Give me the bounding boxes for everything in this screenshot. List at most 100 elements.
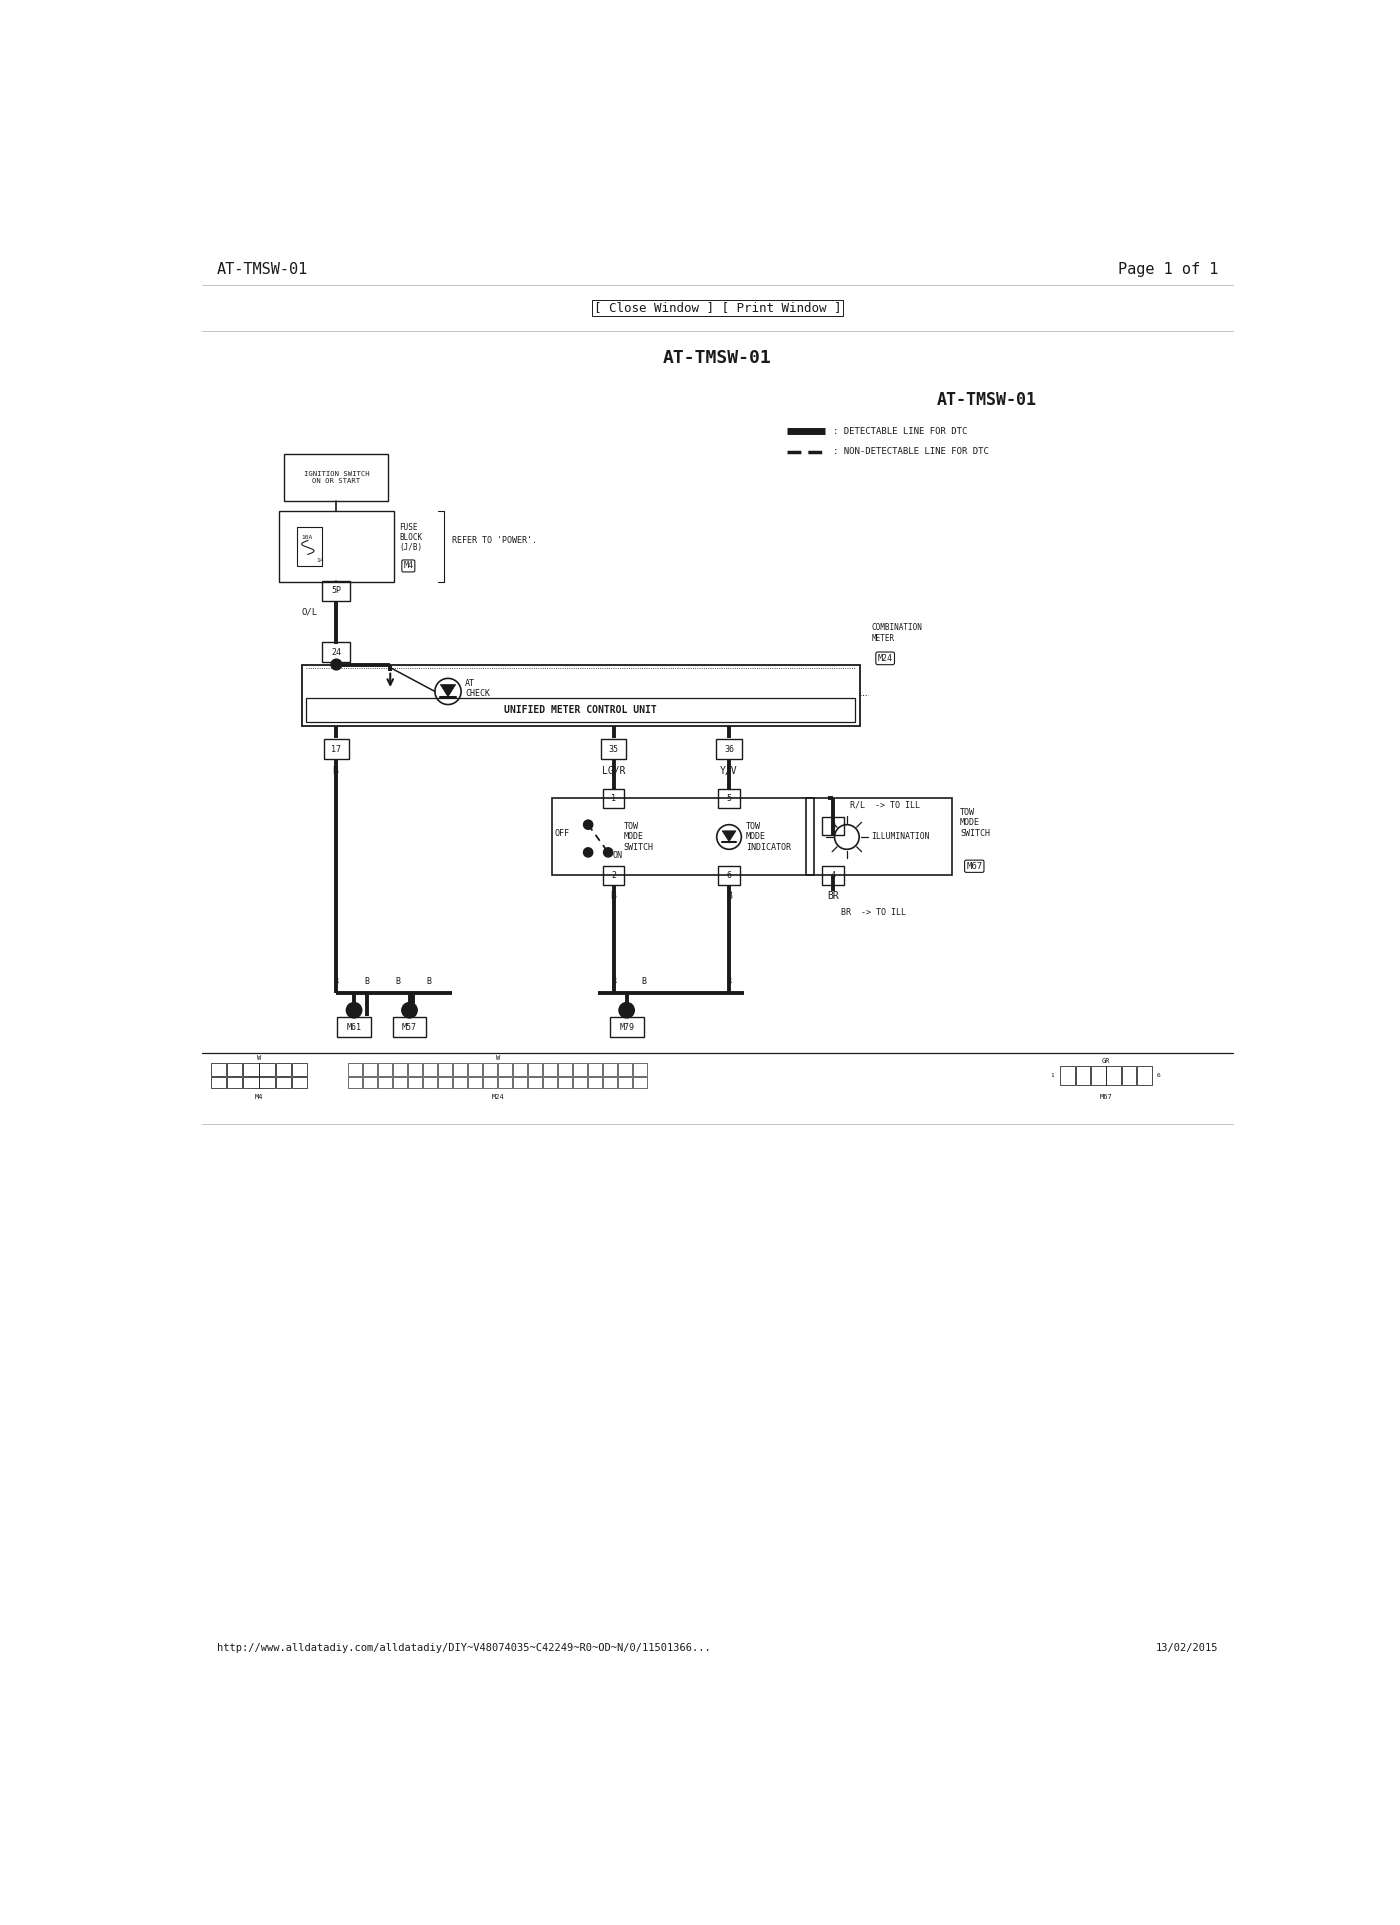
Bar [498, 1063, 512, 1076]
Bar [307, 697, 855, 722]
Text: AT
CHECK: AT CHECK [465, 680, 490, 699]
Bar [322, 643, 350, 662]
Text: BR: BR [827, 891, 839, 901]
Bar [297, 527, 322, 566]
Bar [573, 1078, 588, 1088]
Text: LG/R: LG/R [602, 766, 626, 776]
Text: 4: 4 [830, 870, 836, 880]
Polygon shape [722, 832, 736, 841]
Text: M67: M67 [966, 862, 983, 870]
Text: M61: M61 [347, 1022, 361, 1032]
Bar [718, 789, 739, 808]
Text: B: B [333, 978, 339, 986]
Text: M24: M24 [491, 1093, 504, 1101]
Bar [211, 1078, 227, 1088]
Bar [559, 1063, 573, 1076]
Text: COMBINATION
METER: COMBINATION METER [871, 624, 923, 643]
Bar [512, 1063, 528, 1076]
Bar [393, 1078, 407, 1088]
Bar [322, 581, 350, 601]
Text: B: B [610, 891, 616, 901]
Text: B: B [727, 978, 732, 986]
Bar [259, 1078, 274, 1088]
Bar [512, 1078, 528, 1088]
Bar [601, 739, 626, 758]
Bar [276, 1063, 291, 1076]
Text: 2: 2 [610, 870, 616, 880]
Bar [407, 1063, 423, 1076]
Text: M57: M57 [402, 1022, 417, 1032]
Bar [559, 1078, 573, 1088]
Text: 13/02/2015: 13/02/2015 [1155, 1642, 1218, 1654]
Text: AT-TMSW-01: AT-TMSW-01 [937, 391, 1037, 410]
Bar [392, 1016, 427, 1038]
Text: UNIFIED METER CONTROL UNIT: UNIFIED METER CONTROL UNIT [504, 705, 657, 714]
Bar [378, 1078, 392, 1088]
Text: 6: 6 [727, 870, 732, 880]
Bar [633, 1063, 647, 1076]
Text: [ Close Window ] [ Print Window ]: [ Close Window ] [ Print Window ] [594, 302, 841, 314]
Bar [423, 1078, 437, 1088]
Text: ON: ON [612, 851, 622, 860]
Bar [363, 1078, 377, 1088]
Text: M4: M4 [403, 562, 413, 570]
Text: REFER TO 'POWER'.: REFER TO 'POWER'. [452, 535, 536, 545]
Bar [438, 1078, 452, 1088]
Text: 14: 14 [316, 558, 323, 562]
Text: B: B [332, 766, 337, 776]
Bar [468, 1063, 482, 1076]
Bar [588, 1063, 602, 1076]
Bar [528, 1063, 542, 1076]
Bar [552, 799, 813, 876]
Bar [619, 1063, 633, 1076]
Polygon shape [440, 685, 456, 697]
Circle shape [619, 1003, 634, 1018]
Bar [454, 1078, 468, 1088]
Bar [603, 866, 624, 886]
Text: 5P: 5P [332, 585, 342, 595]
Bar [822, 816, 844, 835]
Bar [363, 1063, 377, 1076]
Text: M67: M67 [1100, 1093, 1113, 1101]
Bar [244, 1078, 259, 1088]
Text: 1: 1 [1050, 1074, 1054, 1078]
Bar [610, 1016, 644, 1038]
Bar [1091, 1066, 1106, 1086]
Text: W: W [496, 1055, 500, 1061]
Bar [454, 1063, 468, 1076]
Bar [393, 1063, 407, 1076]
Text: : NON-DETECTABLE LINE FOR DTC: : NON-DETECTABLE LINE FOR DTC [833, 447, 988, 456]
Bar [407, 1078, 423, 1088]
Text: 17: 17 [332, 745, 342, 755]
Bar [244, 1063, 259, 1076]
Bar [291, 1078, 307, 1088]
Bar [1137, 1066, 1152, 1086]
Bar [423, 1063, 437, 1076]
Text: R/L  -> TO ILL: R/L -> TO ILL [850, 801, 920, 808]
Bar [1121, 1066, 1137, 1086]
Circle shape [584, 847, 592, 857]
Text: FUSE
BLOCK
(J/B): FUSE BLOCK (J/B) [399, 522, 423, 552]
Bar [284, 454, 388, 500]
Text: TOW
MODE
INDICATOR: TOW MODE INDICATOR [746, 822, 791, 853]
Text: 5: 5 [727, 793, 732, 803]
Bar [483, 1063, 497, 1076]
Text: M4: M4 [255, 1093, 263, 1101]
Text: B: B [610, 978, 616, 986]
Bar [211, 1063, 227, 1076]
Text: GR: GR [1102, 1059, 1110, 1065]
Text: B: B [727, 891, 732, 901]
Bar [718, 866, 739, 886]
Text: M24: M24 [878, 654, 893, 662]
Bar [1106, 1066, 1121, 1086]
Bar [498, 1078, 512, 1088]
Bar [279, 512, 395, 581]
Text: B: B [641, 978, 647, 986]
Text: Page 1 of 1: Page 1 of 1 [1117, 262, 1218, 277]
Circle shape [330, 658, 342, 670]
Text: B: B [364, 978, 370, 986]
Bar [276, 1078, 291, 1088]
Bar [543, 1078, 557, 1088]
Text: B: B [426, 978, 431, 986]
Bar [438, 1063, 452, 1076]
